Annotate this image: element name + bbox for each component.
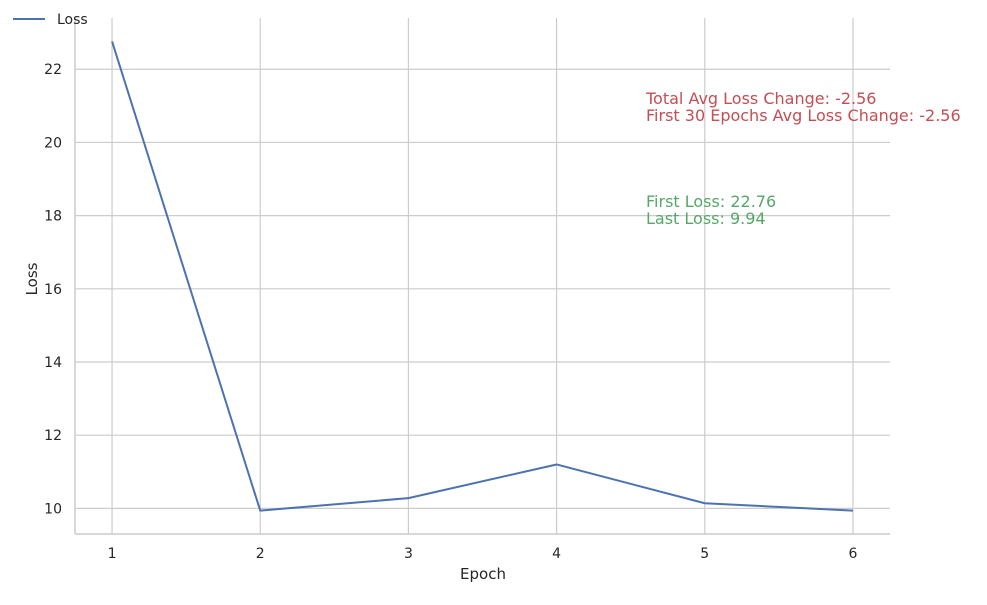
legend: Loss [13, 12, 88, 28]
annotation-last-loss: Last Loss: 9.94 [646, 209, 766, 228]
y-tick-label: 10 [44, 501, 62, 517]
x-tick-label: 6 [848, 546, 857, 562]
x-axis-title: Epoch [460, 565, 506, 583]
x-tick-label: 3 [404, 546, 413, 562]
y-tick-label: 14 [44, 355, 62, 371]
annotations: Total Avg Loss Change: -2.56 First 30 Ep… [645, 89, 961, 228]
x-tick-label: 4 [552, 546, 561, 562]
x-tick-label: 5 [700, 546, 709, 562]
y-tick-label: 18 [44, 209, 62, 225]
y-tick-labels: 10 12 14 16 18 20 22 [44, 62, 62, 517]
y-axis-title: Loss [23, 262, 41, 295]
x-tick-label: 2 [256, 546, 265, 562]
annotation-first30-avg-change: First 30 Epochs Avg Loss Change: -2.56 [646, 106, 961, 125]
y-tick-label: 20 [44, 135, 62, 151]
legend-label-loss: Loss [57, 12, 88, 28]
y-tick-label: 16 [44, 282, 62, 298]
x-tick-labels: 1 2 3 4 5 6 [108, 546, 858, 562]
y-tick-label: 12 [44, 428, 62, 444]
y-tick-label: 22 [44, 62, 62, 78]
x-tick-label: 1 [108, 546, 117, 562]
